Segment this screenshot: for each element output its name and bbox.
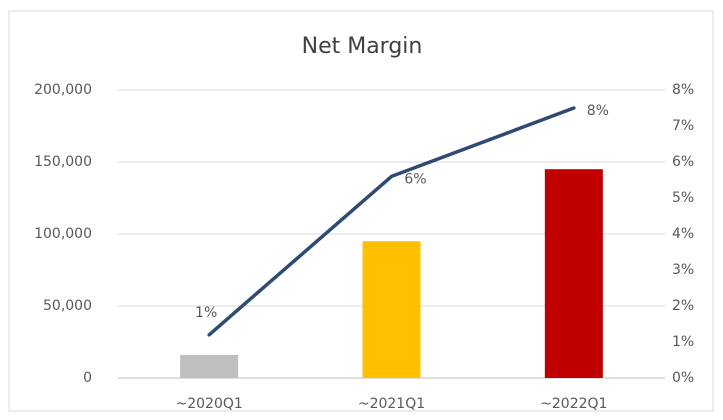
x-tick-label: ~2020Q1 — [176, 396, 243, 412]
y-tick-label: 100,000 — [34, 226, 92, 242]
data-label: 6% — [404, 171, 426, 187]
y2-tick-label: 7% — [672, 118, 694, 134]
line — [207, 106, 576, 337]
y-tick-label: 0 — [83, 370, 92, 386]
y-tick-label: 150,000 — [34, 154, 92, 170]
chart-frame — [8, 10, 714, 412]
y2-tick-label: 4% — [672, 226, 694, 242]
y-tick-label: 50,000 — [43, 298, 92, 314]
y2-tick-label: 2% — [672, 298, 694, 314]
data-label: 8% — [587, 103, 609, 119]
y2-tick-label: 5% — [672, 190, 694, 206]
y-tick-label: 200,000 — [34, 82, 92, 98]
y2-tick-label: 3% — [672, 262, 694, 278]
bar — [180, 354, 239, 378]
x-tick-label: ~2022Q1 — [540, 396, 607, 412]
y2-tick-label: 8% — [672, 82, 694, 98]
chart-title: Net Margin — [302, 34, 423, 59]
y2-tick-label: 1% — [672, 334, 694, 350]
y2-tick-label: 0% — [672, 370, 694, 386]
bar — [362, 241, 421, 378]
data-label: 1% — [195, 305, 217, 321]
y2-tick-label: 6% — [672, 154, 694, 170]
x-tick-label: ~2021Q1 — [358, 396, 425, 412]
bar — [544, 169, 603, 378]
